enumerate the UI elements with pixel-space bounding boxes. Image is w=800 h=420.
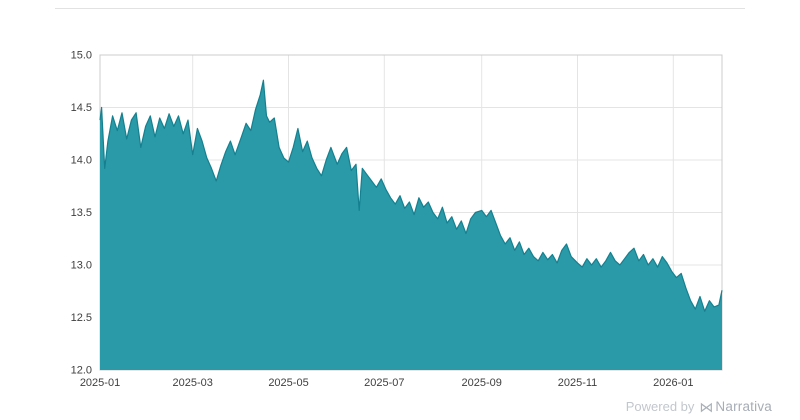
svg-text:13.5: 13.5: [71, 207, 92, 219]
svg-text:2026-01: 2026-01: [653, 377, 693, 389]
top-border-line: [55, 8, 745, 9]
powered-by-label: Powered by: [625, 399, 695, 414]
watermark: Powered by ⋈ Narrativa: [626, 399, 772, 414]
svg-text:2025-11: 2025-11: [558, 377, 598, 389]
svg-text:12.0: 12.0: [71, 365, 92, 377]
svg-text:12.5: 12.5: [71, 312, 92, 324]
svg-text:2025-03: 2025-03: [173, 377, 213, 389]
svg-text:2025-01: 2025-01: [80, 377, 120, 389]
narrativa-brand-link[interactable]: ⋈ Narrativa: [699, 399, 772, 414]
narrativa-logo-icon: ⋈: [699, 398, 714, 415]
narrativa-brand-label: Narrativa: [715, 399, 772, 414]
svg-text:14.5: 14.5: [71, 102, 92, 114]
svg-text:2025-05: 2025-05: [268, 377, 308, 389]
svg-text:2025-09: 2025-09: [462, 377, 502, 389]
svg-text:13.0: 13.0: [71, 260, 92, 272]
svg-text:14.0: 14.0: [71, 155, 92, 167]
svg-text:2025-07: 2025-07: [364, 377, 404, 389]
svg-text:15.0: 15.0: [71, 50, 92, 62]
